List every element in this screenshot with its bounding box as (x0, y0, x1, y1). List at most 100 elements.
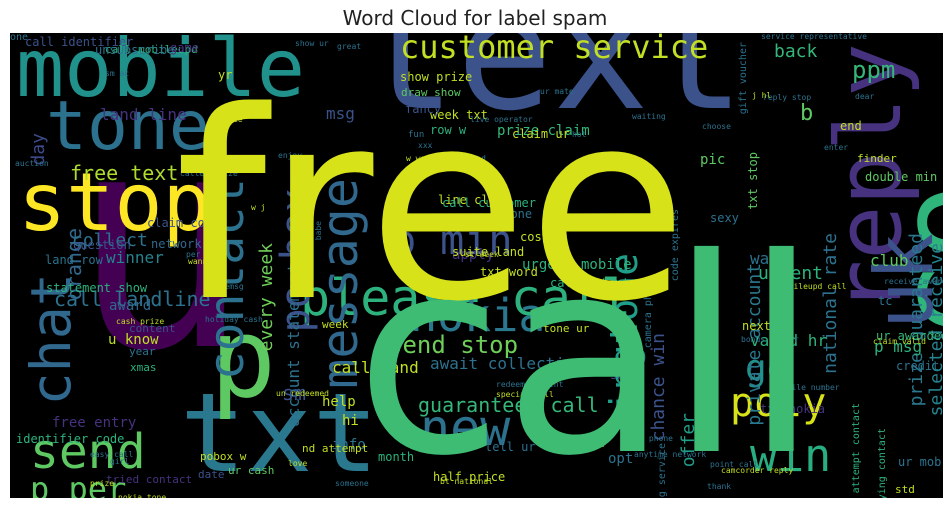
cloud-word: year (129, 345, 156, 358)
cloud-word: j hl (752, 91, 772, 100)
cloud-word: game (170, 41, 199, 55)
cloud-word: girl (110, 457, 130, 466)
cloud-word: call (355, 200, 819, 498)
cloud-word: phone (496, 207, 533, 221)
cloud-word: b (800, 101, 814, 126)
cloud-word: per min (186, 250, 220, 259)
cloud-word: choose (702, 122, 731, 131)
cloud-word: free entry (52, 415, 137, 431)
cloud-word: valued (457, 154, 486, 163)
cloud-word: poly (730, 380, 827, 426)
cloud-word: tried contact (106, 473, 193, 486)
cloud-word: award (109, 298, 152, 314)
cloud-word: nokia tone (118, 493, 167, 499)
cloud-word: mobile (16, 33, 305, 115)
cloud-word: national rate (820, 233, 841, 374)
cloud-word: tone (46, 87, 210, 166)
cloud-word: show prize (400, 70, 473, 84)
cloud-word: pobox w (200, 450, 247, 463)
cloud-word: cost p (520, 230, 564, 244)
cloud-word: call mobileupd (105, 43, 198, 56)
cloud-word: u know (108, 332, 159, 348)
cloud-word: see (610, 368, 632, 382)
cloud-word: end (840, 119, 862, 133)
cloud-word: call customer (442, 196, 536, 210)
cloud-word: xmas (130, 361, 157, 374)
cloud-word: sm (282, 381, 307, 405)
cloud-word: msg (326, 104, 355, 123)
cloud-word: anytime network (634, 450, 707, 459)
cloud-word: ur cash (228, 464, 275, 477)
cloud-word: wanna (188, 257, 213, 266)
cloud-word: attempt contact (851, 403, 862, 494)
cloud-word: thank (707, 482, 732, 491)
cloud-word: point call (710, 460, 759, 469)
cloud-word: special call (496, 390, 554, 399)
cloud-word: claim code (147, 216, 220, 230)
cloud-word: half price (433, 470, 506, 484)
cloud-word: hi (342, 413, 359, 429)
cloud-word: sexy (710, 211, 739, 225)
cloud-word: week (322, 318, 349, 331)
word-cloud: free call text u mobile txt stop reply tone co uk p… (10, 33, 943, 498)
cloud-word: prize claim (497, 123, 590, 139)
cloud-word: enter (824, 143, 849, 152)
cloud-word: txt word (480, 265, 538, 279)
cloud-word: std (895, 483, 915, 496)
cloud-word: call land (332, 358, 419, 377)
cloud-word: claim valid (873, 337, 926, 346)
cloud-word: statement show (46, 281, 148, 295)
cloud-word: row w (430, 123, 467, 137)
cloud-word: free text (70, 161, 179, 185)
cloud-word: new (420, 399, 511, 457)
cloud-word: send (30, 424, 146, 480)
cloud-word: network min (151, 237, 231, 251)
cloud-word: txt (180, 369, 379, 497)
cloud-word: w j (251, 203, 266, 212)
cloud-word: draw show (401, 86, 461, 99)
cloud-word: help (322, 394, 356, 410)
cloud-word: tone ur (543, 322, 590, 335)
cloud-word: reply stop (763, 93, 812, 102)
cloud-word: land line (100, 105, 187, 124)
cloud-word: service representative (761, 33, 867, 41)
cloud-word: land row (45, 253, 103, 267)
cloud-word: u (70, 68, 251, 417)
cloud-word: await collection (430, 354, 585, 373)
cloud-word: tell ur (485, 440, 536, 454)
cloud-word: w wq (406, 154, 426, 163)
cloud-word: date (198, 468, 225, 481)
cloud-word: prize (90, 479, 115, 488)
cloud-word: urgent mobile (522, 257, 632, 273)
cloud-word: tc (878, 294, 893, 308)
cloud-word: gift voucher (738, 42, 749, 115)
cloud-word: freemsg (210, 282, 244, 291)
cloud-word: yr (218, 68, 233, 82)
cloud-word: claim ur (512, 127, 570, 141)
cloud-word: guaranteed call (418, 393, 599, 417)
chart-title: Word Cloud for label spam (342, 6, 608, 30)
cloud-word: top (772, 373, 792, 386)
cloud-word: unsubscribe (95, 43, 175, 57)
cloud-word: call optout (550, 276, 630, 290)
cloud-word: credit (896, 359, 940, 373)
cloud-word: receive award (884, 277, 943, 286)
cloud-word: xxx (418, 141, 433, 150)
cloud-word: opt (608, 451, 634, 467)
cloud-word: line claim (438, 193, 511, 207)
cloud-word: p msg (874, 337, 923, 356)
cloud-word: x (773, 298, 781, 312)
cloud-word: auction (15, 159, 49, 168)
cloud-word: sm ac (105, 69, 130, 78)
cloud-word: waiting (632, 112, 666, 121)
cloud-word: week txt (430, 108, 488, 122)
cloud-word: holiday cash (205, 315, 263, 324)
cloud-word: collect (72, 230, 148, 251)
cloud-word: month (378, 450, 415, 464)
cloud-word: win (750, 429, 832, 482)
cloud-word: st week (465, 250, 499, 259)
cloud-word: fancy (405, 102, 442, 116)
cloud-word: pic (700, 152, 726, 168)
cloud-word: go (745, 348, 789, 389)
cloud-word: bonus caller (741, 335, 799, 344)
